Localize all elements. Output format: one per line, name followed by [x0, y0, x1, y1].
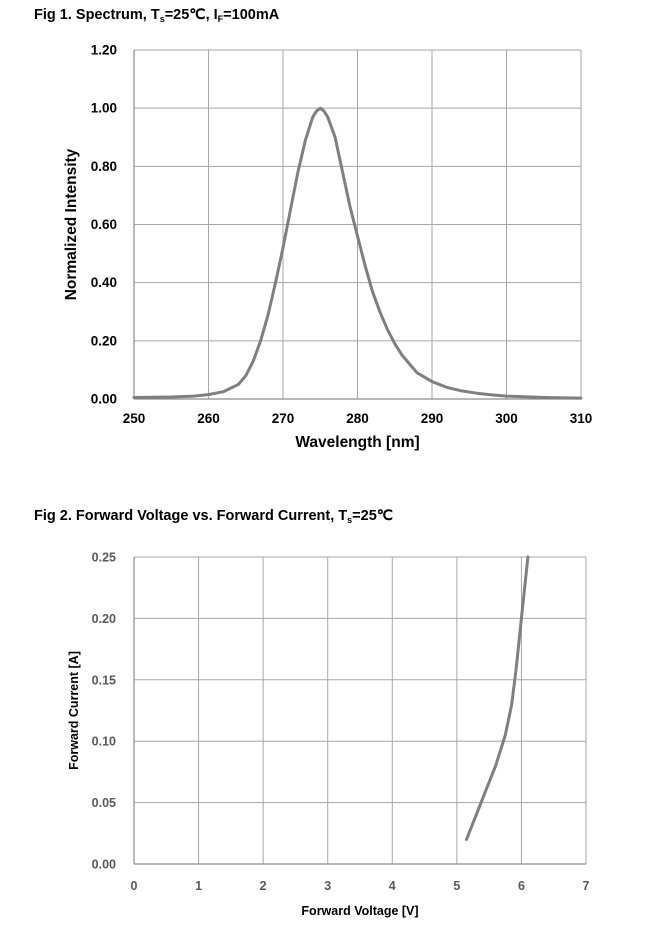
- y-axis-label: Forward Current [A]: [67, 651, 81, 770]
- fig1-title-mid: =25℃, I: [164, 7, 218, 23]
- y-tick-label: 0.20: [91, 333, 117, 348]
- x-tick-label: 5: [453, 879, 460, 893]
- y-tick-label: 0.25: [92, 551, 116, 565]
- series-line: [132, 106, 583, 400]
- x-tick-label: 6: [518, 879, 525, 893]
- x-tick-label: 310: [570, 411, 593, 426]
- x-tick-label: 0: [131, 879, 138, 893]
- fig1-title: Fig 1. Spectrum, Ts=25℃, IF=100mA: [34, 7, 279, 24]
- y-tick-label: 1.20: [91, 43, 117, 58]
- x-tick-label: 4: [389, 879, 396, 893]
- fig1-title-sub1: s: [159, 14, 165, 24]
- fig2-title-suffix: =25℃: [352, 508, 394, 524]
- y-tick-label: 0.40: [91, 275, 117, 290]
- x-axis-label: Wavelength [nm]: [295, 434, 419, 451]
- y-tick-label: 0.80: [91, 159, 117, 174]
- y-tick-label: 0.05: [92, 796, 116, 810]
- series-line: [465, 555, 530, 841]
- spectrum-chart: 250 260 270 280 290 300 310 0.00 0.20 0.40 0.60 0.8…: [63, 43, 593, 452]
- fig2-title: Fig 2. Forward Voltage vs. Forward Curre…: [34, 508, 393, 525]
- fig1-title-prefix: Fig 1. Spectrum, T: [34, 7, 160, 23]
- fig2-title-sub1: s: [347, 515, 353, 525]
- x-tick-label: 270: [272, 411, 295, 426]
- x-tick-label: 7: [583, 879, 590, 893]
- x-tick-label: 250: [123, 411, 146, 426]
- x-axis-label: Forward Voltage [V]: [301, 904, 418, 918]
- y-tick-label: 0.60: [91, 217, 117, 232]
- x-tick-label: 260: [197, 411, 220, 426]
- x-tick-label: 290: [421, 411, 444, 426]
- y-tick-label: 1.00: [91, 101, 117, 116]
- x-tick-label: 3: [324, 879, 331, 893]
- y-tick-label: 0.15: [92, 673, 116, 687]
- y-axis-label: Normalized Intensity: [63, 148, 80, 300]
- x-tick-label: 280: [346, 411, 369, 426]
- y-tick-label: 0.10: [92, 735, 116, 749]
- x-tick-label: 1: [195, 879, 202, 893]
- fig2-title-prefix: Fig 2. Forward Voltage vs. Forward Curre…: [34, 508, 348, 524]
- x-tick-label: 2: [260, 879, 267, 893]
- y-tick-label: 0.00: [92, 858, 116, 872]
- fig1-title-suffix: =100mA: [223, 7, 280, 23]
- y-tick-label: 0.00: [91, 392, 117, 407]
- x-tick-label: 300: [495, 411, 518, 426]
- fig1-title-sub2: F: [217, 14, 224, 24]
- y-tick-label: 0.20: [92, 612, 116, 626]
